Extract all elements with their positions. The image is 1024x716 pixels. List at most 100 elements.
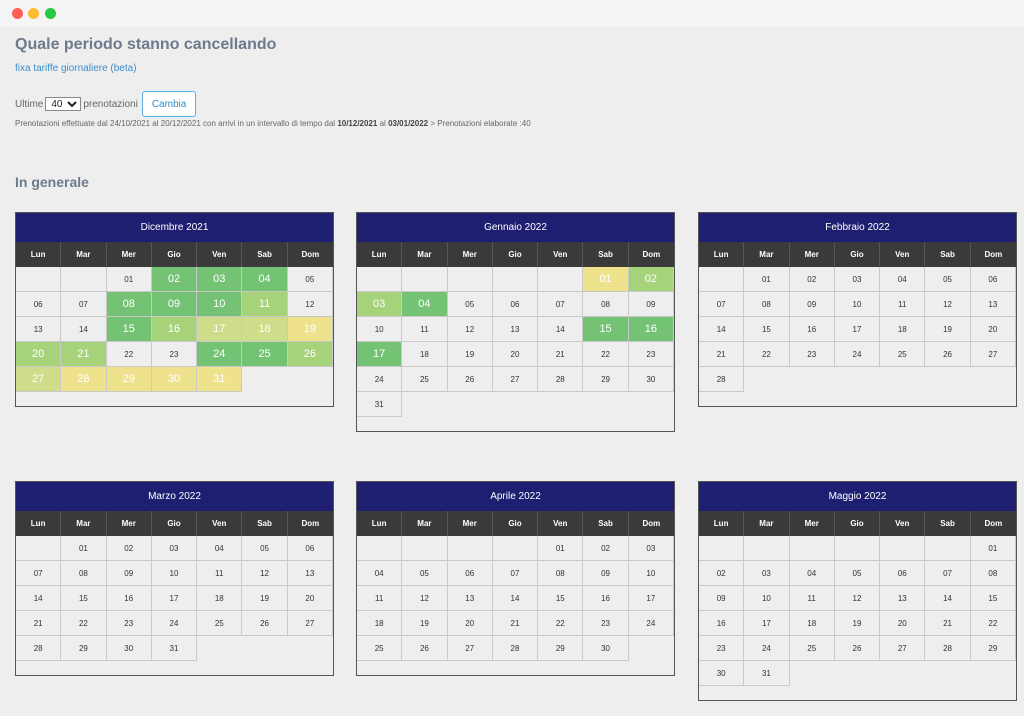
calendar-day-cell[interactable]: 02: [583, 536, 629, 561]
calendar-day-cell[interactable]: 16: [151, 317, 198, 342]
calendar-day-cell[interactable]: 15: [106, 317, 152, 342]
calendar-day-cell[interactable]: 27: [970, 342, 1016, 367]
calendar-day-cell[interactable]: 19: [287, 317, 333, 342]
calendar-day-cell[interactable]: 21: [925, 611, 971, 636]
calendar-day-cell[interactable]: 26: [402, 636, 448, 661]
calendar-day-cell[interactable]: 03: [357, 292, 403, 317]
calendar-day-cell[interactable]: 22: [61, 611, 107, 636]
calendar-day-cell[interactable]: 07: [925, 561, 971, 586]
calendar-day-cell[interactable]: 21: [61, 342, 107, 367]
calendar-day-cell[interactable]: 09: [583, 561, 629, 586]
calendar-day-cell[interactable]: 26: [447, 367, 493, 392]
calendar-day-cell[interactable]: 01: [583, 267, 629, 292]
calendar-day-cell[interactable]: 27: [447, 636, 493, 661]
calendar-day-cell[interactable]: 11: [880, 292, 926, 317]
calendar-day-cell[interactable]: 12: [834, 586, 881, 611]
calendar-day-cell[interactable]: 20: [287, 586, 333, 611]
calendar-day-cell[interactable]: 01: [106, 267, 152, 292]
calendar-day-cell[interactable]: 02: [628, 267, 674, 292]
close-window-icon[interactable]: [12, 8, 23, 19]
calendar-day-cell[interactable]: 21: [492, 611, 539, 636]
calendar-day-cell[interactable]: 20: [447, 611, 493, 636]
calendar-day-cell[interactable]: 27: [492, 367, 539, 392]
calendar-day-cell[interactable]: 11: [197, 561, 243, 586]
calendar-day-cell[interactable]: 09: [106, 561, 152, 586]
calendar-day-cell[interactable]: 08: [583, 292, 629, 317]
calendar-day-cell[interactable]: 17: [197, 317, 243, 342]
calendar-day-cell[interactable]: 25: [789, 636, 835, 661]
calendar-day-cell[interactable]: 15: [744, 317, 790, 342]
calendar-day-cell[interactable]: 08: [106, 292, 152, 317]
calendar-day-cell[interactable]: 15: [970, 586, 1016, 611]
calendar-day-cell[interactable]: 16: [106, 586, 152, 611]
calendar-day-cell[interactable]: 06: [16, 292, 62, 317]
calendar-day-cell[interactable]: 12: [447, 317, 493, 342]
calendar-day-cell[interactable]: 14: [16, 586, 62, 611]
calendar-day-cell[interactable]: 02: [789, 267, 835, 292]
calendar-day-cell[interactable]: 28: [699, 367, 745, 392]
calendar-day-cell[interactable]: 27: [880, 636, 926, 661]
calendar-day-cell[interactable]: 22: [744, 342, 790, 367]
calendar-day-cell[interactable]: 28: [925, 636, 971, 661]
calendar-day-cell[interactable]: 26: [925, 342, 971, 367]
calendar-day-cell[interactable]: 09: [151, 292, 198, 317]
calendar-day-cell[interactable]: 03: [834, 267, 881, 292]
calendar-day-cell[interactable]: 14: [492, 586, 539, 611]
calendar-day-cell[interactable]: 01: [538, 536, 584, 561]
calendar-day-cell[interactable]: 07: [61, 292, 107, 317]
calendar-day-cell[interactable]: 14: [925, 586, 971, 611]
calendar-day-cell[interactable]: 13: [880, 586, 926, 611]
calendar-day-cell[interactable]: 25: [402, 367, 448, 392]
calendar-day-cell[interactable]: 01: [744, 267, 790, 292]
bookings-count-select[interactable]: 40: [45, 97, 82, 111]
calendar-day-cell[interactable]: 28: [492, 636, 539, 661]
calendar-day-cell[interactable]: 05: [242, 536, 288, 561]
calendar-day-cell[interactable]: 21: [16, 611, 62, 636]
calendar-day-cell[interactable]: 04: [789, 561, 835, 586]
calendar-day-cell[interactable]: 29: [538, 636, 584, 661]
calendar-day-cell[interactable]: 22: [970, 611, 1016, 636]
calendar-day-cell[interactable]: 06: [447, 561, 493, 586]
calendar-day-cell[interactable]: 13: [287, 561, 333, 586]
calendar-day-cell[interactable]: 18: [242, 317, 288, 342]
calendar-day-cell[interactable]: 18: [197, 586, 243, 611]
calendar-day-cell[interactable]: 02: [151, 267, 198, 292]
calendar-day-cell[interactable]: 13: [492, 317, 539, 342]
calendar-day-cell[interactable]: 08: [61, 561, 107, 586]
calendar-day-cell[interactable]: 10: [357, 317, 403, 342]
calendar-day-cell[interactable]: 25: [357, 636, 403, 661]
calendar-day-cell[interactable]: 30: [699, 661, 745, 686]
calendar-day-cell[interactable]: 24: [357, 367, 403, 392]
calendar-day-cell[interactable]: 18: [402, 342, 448, 367]
calendar-day-cell[interactable]: 26: [834, 636, 881, 661]
calendar-day-cell[interactable]: 05: [447, 292, 493, 317]
calendar-day-cell[interactable]: 07: [492, 561, 539, 586]
calendar-day-cell[interactable]: 12: [925, 292, 971, 317]
calendar-day-cell[interactable]: 10: [197, 292, 243, 317]
calendar-day-cell[interactable]: 14: [699, 317, 745, 342]
calendar-day-cell[interactable]: 20: [970, 317, 1016, 342]
calendar-day-cell[interactable]: 04: [197, 536, 243, 561]
calendar-day-cell[interactable]: 04: [242, 267, 288, 292]
calendar-day-cell[interactable]: 05: [925, 267, 971, 292]
calendar-day-cell[interactable]: 10: [834, 292, 881, 317]
calendar-day-cell[interactable]: 27: [16, 367, 62, 392]
calendar-day-cell[interactable]: 06: [880, 561, 926, 586]
calendar-day-cell[interactable]: 23: [151, 342, 198, 367]
calendar-day-cell[interactable]: 30: [628, 367, 674, 392]
calendar-day-cell[interactable]: 16: [789, 317, 835, 342]
cambia-button[interactable]: Cambia: [141, 91, 197, 117]
calendar-day-cell[interactable]: 11: [242, 292, 288, 317]
calendar-day-cell[interactable]: 11: [402, 317, 448, 342]
calendar-day-cell[interactable]: 23: [789, 342, 835, 367]
calendar-day-cell[interactable]: 08: [744, 292, 790, 317]
calendar-day-cell[interactable]: 29: [970, 636, 1016, 661]
calendar-day-cell[interactable]: 15: [538, 586, 584, 611]
calendar-day-cell[interactable]: 19: [447, 342, 493, 367]
calendar-day-cell[interactable]: 30: [151, 367, 198, 392]
calendar-day-cell[interactable]: 12: [287, 292, 333, 317]
calendar-day-cell[interactable]: 16: [699, 611, 745, 636]
calendar-day-cell[interactable]: 28: [16, 636, 62, 661]
calendar-day-cell[interactable]: 07: [699, 292, 745, 317]
calendar-day-cell[interactable]: 21: [699, 342, 745, 367]
